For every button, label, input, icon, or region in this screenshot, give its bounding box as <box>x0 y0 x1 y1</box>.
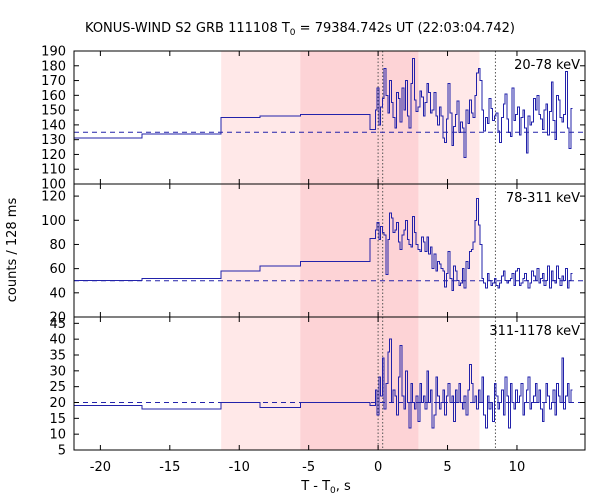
x-axis-label: T - T0, s <box>300 479 351 496</box>
y-tick-label: 100 <box>41 214 66 229</box>
y-tick-label: 120 <box>41 148 66 163</box>
y-tick-label: 140 <box>41 118 66 133</box>
panel-2: 20 40 60 80 100 120 78-311 keV <box>41 183 586 326</box>
x-tick-label: 5 <box>443 460 451 475</box>
y-tick-label: 170 <box>41 74 66 89</box>
y-tick-label: 190 <box>41 45 66 60</box>
shaded-interval-2 <box>300 184 419 317</box>
energy-band-label: 78-311 keV <box>506 191 580 206</box>
panel-frame <box>73 316 586 451</box>
y-tick-label: 35 <box>49 349 66 364</box>
y-tick-label: 120 <box>41 190 66 205</box>
y-tick-label: 20 <box>49 396 66 411</box>
x-tick-label: -20 <box>90 460 111 475</box>
count-rate-series <box>74 338 573 429</box>
y-tick-label: 40 <box>49 286 66 301</box>
y-tick-label: 160 <box>41 89 66 104</box>
energy-band-label: 311-1178 keV <box>489 324 580 339</box>
x-tick-label: -15 <box>159 460 180 475</box>
y-tick-label: 60 <box>49 262 66 277</box>
y-tick-label: 180 <box>41 59 66 74</box>
x-tick-label: -5 <box>302 460 315 475</box>
y-tick-label: 10 <box>49 428 66 443</box>
y-tick-label: 5 <box>58 444 66 459</box>
x-tick-label: -10 <box>229 460 250 475</box>
energy-band-label: 20-78 keV <box>514 58 580 73</box>
y-tick-label: 30 <box>49 364 66 379</box>
y-tick-label: 150 <box>41 104 66 119</box>
y-tick-label: 100 <box>41 178 66 193</box>
y-tick-label: 25 <box>49 380 66 395</box>
y-tick-label: 15 <box>49 412 66 427</box>
y-tick-label: 80 <box>49 238 66 253</box>
y-tick-label: 20 <box>49 311 66 326</box>
chart-title: KONUS-WIND S2 GRB 111108 T0 = 79384.742s… <box>85 21 515 38</box>
y-axis-label: counts / 128 ms <box>5 198 20 303</box>
count-rate-series <box>74 198 573 291</box>
count-rate-series <box>74 57 573 158</box>
x-tick-label: 0 <box>374 460 382 475</box>
y-tick-label: 45 <box>49 317 66 332</box>
y-tick-label: 110 <box>41 163 66 178</box>
shaded-interval-2 <box>300 51 419 184</box>
x-tick-label: 10 <box>509 460 526 475</box>
shaded-interval-2 <box>300 317 419 450</box>
y-tick-label: 40 <box>49 333 66 348</box>
y-tick-label: 130 <box>41 133 66 148</box>
